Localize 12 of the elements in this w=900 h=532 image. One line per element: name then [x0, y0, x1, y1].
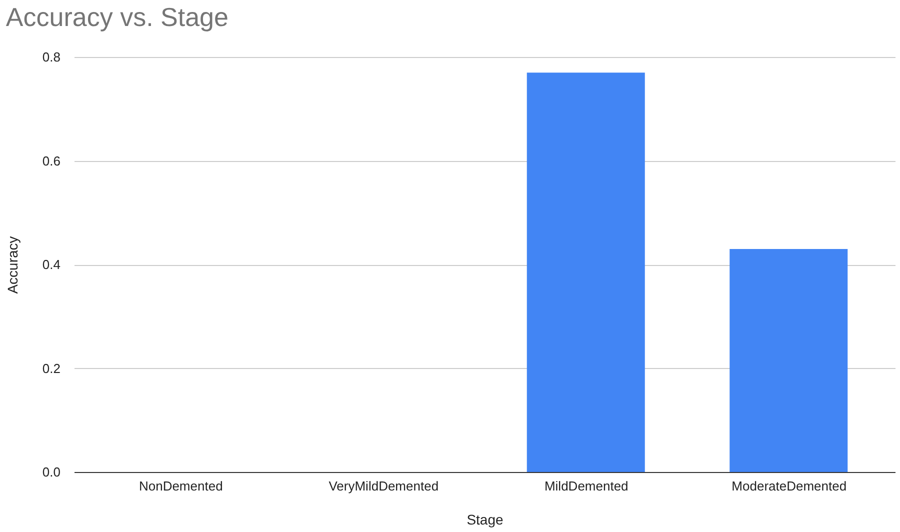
x-tick-label: ModerateDemented [732, 478, 847, 494]
y-tick-label: 0.2 [42, 360, 60, 376]
y-axis-title: Accuracy [4, 236, 20, 294]
y-tick-label: 0.4 [42, 257, 60, 272]
x-tick-label: MildDemented [544, 478, 628, 494]
x-tick-label: NonDemented [138, 478, 223, 494]
x-axis-title: Stage [466, 512, 504, 528]
y-tick-label: 0.6 [42, 153, 60, 168]
chart-title: Accuracy vs. Stage [6, 2, 228, 32]
y-tick-label: 0.8 [42, 50, 60, 64]
y-tick-label: 0.0 [42, 464, 60, 480]
x-tick-label: VeryMildDemented [328, 478, 439, 494]
